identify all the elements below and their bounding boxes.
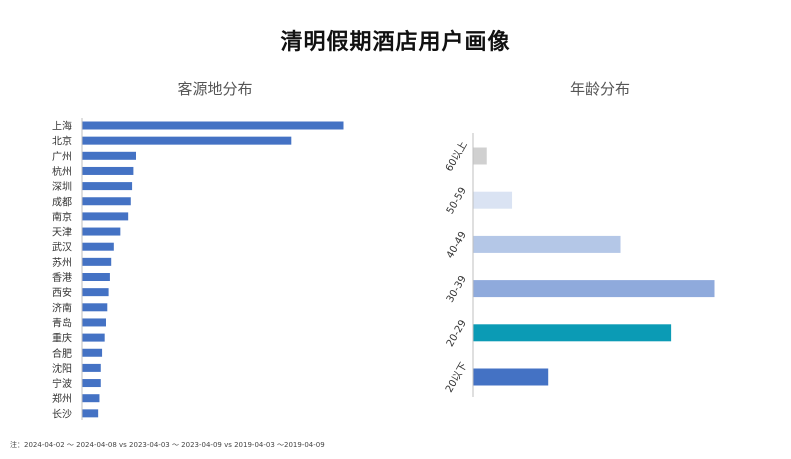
origin-bar — [82, 136, 292, 145]
origin-category-label: 西安 — [52, 286, 72, 299]
age-category-label: 60以上 — [443, 139, 470, 173]
age-category-label: 30-39 — [445, 274, 469, 305]
age-chart-title: 年龄分布 — [569, 80, 630, 98]
origin-category-label: 深圳 — [52, 181, 72, 193]
origin-category-label: 天津 — [52, 227, 72, 239]
age-category-label: 40-49 — [445, 230, 469, 261]
age-bar — [473, 191, 513, 209]
origin-bar — [82, 318, 106, 327]
origin-category-label: 郑州 — [52, 392, 72, 405]
origin-category-label: 长沙 — [52, 408, 72, 420]
origin-category-label: 成都 — [52, 196, 72, 208]
footnote: 注：2024-04-02 ～ 2024-04-08 vs 2023-04-03 … — [10, 441, 325, 449]
origin-bar — [82, 394, 100, 403]
origin-bar — [82, 363, 101, 372]
origin-category-label: 沈阳 — [52, 362, 72, 375]
age-bar — [473, 280, 715, 298]
origin-bar — [82, 348, 103, 357]
origin-category-label: 上海 — [52, 120, 72, 133]
age-category-label: 20以下 — [444, 361, 470, 395]
age-bar — [473, 324, 672, 342]
origin-category-label: 济南 — [52, 301, 72, 314]
origin-bar — [82, 212, 129, 221]
origin-bar — [82, 151, 137, 160]
origin-bar — [82, 121, 344, 130]
origin-category-label: 苏州 — [52, 256, 72, 269]
origin-chart-title: 客源地分布 — [177, 80, 253, 98]
origin-bar — [82, 303, 108, 312]
origin-bar — [82, 197, 131, 206]
origin-bar — [82, 257, 112, 266]
origin-bar — [82, 227, 121, 236]
origin-bar — [82, 409, 99, 418]
age-bar — [473, 368, 549, 386]
origin-bar — [82, 288, 109, 297]
origin-bar — [82, 182, 133, 191]
age-category-label: 50-59 — [445, 186, 469, 217]
origin-category-label: 重庆 — [52, 332, 72, 345]
origin-category-label: 广州 — [52, 151, 72, 163]
origin-category-label: 青岛 — [52, 316, 72, 329]
origin-category-label: 武汉 — [52, 241, 72, 254]
page-title: 清明假期酒店用户画像 — [280, 30, 511, 55]
origin-category-label: 北京 — [52, 135, 72, 148]
origin-category-label: 香港 — [52, 272, 72, 284]
age-bar — [473, 235, 621, 253]
age-category-label: 20-29 — [445, 318, 469, 349]
age-bar — [473, 147, 487, 165]
origin-category-label: 杭州 — [52, 165, 72, 178]
origin-bar — [82, 242, 114, 251]
origin-bar — [82, 166, 134, 175]
origin-bar — [82, 273, 110, 281]
origin-bar — [82, 379, 101, 388]
origin-category-label: 宁波 — [52, 377, 72, 390]
origin-category-label: 南京 — [52, 210, 72, 223]
origin-category-label: 合肥 — [52, 347, 72, 360]
origin-bar — [82, 333, 105, 342]
